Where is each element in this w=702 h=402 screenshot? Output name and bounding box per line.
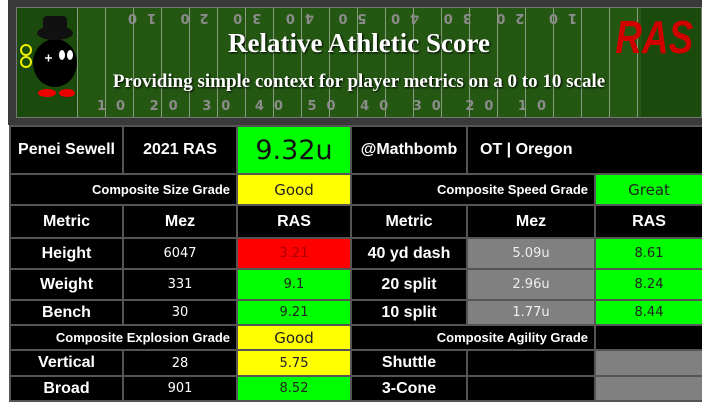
yard-numbers-top: 10 20 30 40 50 40 30 20 10 — [117, 10, 577, 25]
metric-value — [466, 349, 596, 377]
header-mez: Mez — [122, 204, 238, 239]
metric-name: 40 yd dash — [350, 237, 468, 270]
banner-subtitle: Providing simple context for player metr… — [112, 71, 606, 92]
player-name: Penei Sewell — [9, 125, 124, 175]
ras-table: Penei Sewell 2021 RAS 9.32u @Mathbomb OT… — [9, 125, 702, 402]
metric-name: Weight — [9, 268, 124, 301]
banner-title: Relative Athletic Score — [228, 28, 490, 58]
metric-value: 30 — [122, 299, 238, 326]
metric-name: Height — [9, 237, 124, 270]
metric-name: Vertical — [9, 349, 124, 377]
metric-ras: 3.21 — [236, 237, 352, 270]
bomb-mascot-icon — [20, 16, 77, 97]
header-metric: Metric — [9, 204, 124, 239]
speed-grade: Great — [593, 173, 702, 206]
metric-value — [466, 375, 596, 402]
year-label: 2021 RAS — [122, 125, 238, 175]
metric-name: Bench — [9, 299, 124, 326]
metric-ras: 8.52 — [236, 375, 352, 402]
explosion-grade-label: Composite Explosion Grade — [9, 324, 238, 351]
metric-name: 10 split — [350, 299, 468, 326]
agility-grade — [593, 324, 702, 351]
header-ras: RAS — [236, 204, 352, 239]
explosion-grade: Good — [236, 324, 352, 351]
header-mez: Mez — [466, 204, 596, 239]
metric-ras: 9.1 — [236, 268, 352, 301]
metric-value: 28 — [122, 349, 238, 377]
speed-grade-label: Composite Speed Grade — [350, 173, 596, 206]
yard-numbers-bottom: 10 20 30 40 50 40 30 20 10 — [97, 99, 557, 114]
metric-ras: 8.44 — [593, 299, 702, 326]
football-field: 10 20 30 40 50 40 30 20 10 10 20 30 40 5… — [16, 7, 702, 118]
overall-score: 9.32u — [236, 125, 352, 175]
header-banner: 10 20 30 40 50 40 30 20 10 10 20 30 40 5… — [8, 0, 702, 125]
metric-name: 3-Cone — [350, 375, 468, 402]
header-metric: Metric — [350, 204, 468, 239]
metric-value: 5.09u — [466, 237, 596, 270]
metric-name: 20 split — [350, 268, 468, 301]
metric-name: Broad — [9, 375, 124, 402]
size-grade: Good — [236, 173, 352, 206]
metric-ras: 8.24 — [593, 268, 702, 301]
ras-logo: RAS — [615, 11, 693, 63]
metric-ras: 9.21 — [236, 299, 352, 326]
table-row: Vertical 28 5.75 Shuttle — [9, 349, 702, 377]
position-school: OT | Oregon — [465, 125, 702, 175]
header-ras: RAS — [593, 204, 702, 239]
table-row: Bench 30 9.21 10 split 1.77u 8.44 — [9, 299, 702, 326]
table-row: Height 6047 3.21 40 yd dash 5.09u 8.61 — [9, 237, 702, 270]
metric-ras: 5.75 — [236, 349, 352, 377]
metric-ras: 8.61 — [593, 237, 702, 270]
metric-value: 2.96u — [466, 268, 596, 301]
size-grade-label: Composite Size Grade — [9, 173, 238, 206]
metric-value: 1.77u — [466, 299, 596, 326]
metric-value: 901 — [122, 375, 238, 402]
table-row: Broad 901 8.52 3-Cone — [9, 375, 702, 402]
author-handle: @Mathbomb — [350, 125, 468, 175]
metric-ras — [593, 375, 702, 402]
metric-ras — [593, 349, 702, 377]
table-row: Weight 331 9.1 20 split 2.96u 8.24 — [9, 268, 702, 301]
metric-value: 6047 — [122, 237, 238, 270]
metric-name: Shuttle — [350, 349, 468, 377]
agility-grade-label: Composite Agility Grade — [350, 324, 596, 351]
metric-value: 331 — [122, 268, 238, 301]
